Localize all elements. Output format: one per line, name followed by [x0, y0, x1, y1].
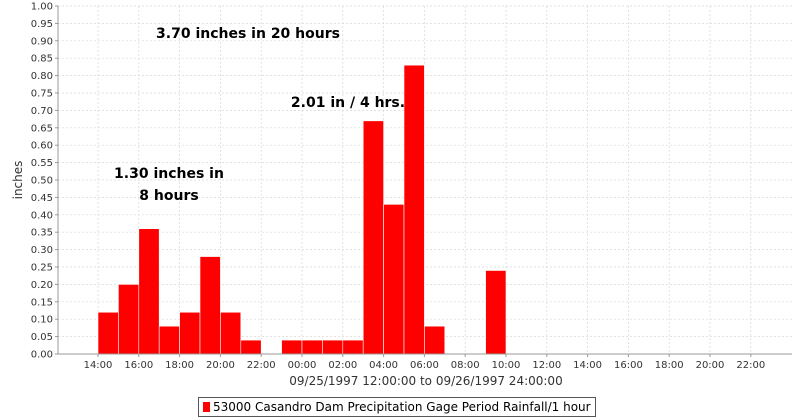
- y-tick-label: 0.55: [31, 158, 53, 169]
- y-tick-label: 0.95: [31, 19, 53, 30]
- x-tick-label: 14:00: [573, 360, 602, 371]
- y-tick-label: 0.75: [31, 89, 53, 100]
- x-ticks: 14:00 16:00 18:00 20:00 22:00 00:00 02:00 04:00…: [84, 354, 765, 371]
- rainfall-bar: [362, 120, 384, 355]
- x-tick-label: 08:00: [451, 360, 480, 371]
- annotation-early-line1: 1.30 inches in: [114, 166, 224, 182]
- y-axis-label: inches: [11, 161, 25, 200]
- rainfall-bar: [403, 64, 425, 355]
- y-tick-label: 0.30: [31, 245, 53, 256]
- rainfall-bar: [383, 204, 405, 355]
- x-tick-label: 20:00: [206, 360, 235, 371]
- rainfall-bar: [301, 339, 323, 355]
- x-tick-label: 16:00: [124, 360, 153, 371]
- rainfall-bar: [322, 339, 344, 355]
- rainfall-bar: [118, 284, 140, 355]
- rainfall-chart: 0.00 0.05 0.10 0.15 0.20 0.25 0.30 0.35 0.40 0.45…: [11, 2, 792, 388]
- x-tick-label: 12:00: [532, 360, 561, 371]
- y-tick-label: 0.25: [31, 263, 53, 274]
- rainfall-bar: [97, 311, 119, 355]
- legend-swatch: [203, 402, 210, 412]
- y-tick-label: 0.20: [31, 280, 53, 291]
- y-tick-label: 0.80: [31, 71, 53, 82]
- rainfall-bar: [342, 339, 364, 355]
- x-tick-label: 14:00: [84, 360, 113, 371]
- y-tick-label: 0.00: [31, 350, 53, 361]
- rainfall-bar: [240, 339, 262, 355]
- x-axis-label: 09/25/1997 12:00:00 to 09/26/1997 24:00:…: [289, 374, 562, 388]
- y-tick-label: 0.45: [31, 193, 53, 204]
- rainfall-bar: [179, 311, 201, 355]
- y-tick-label: 0.90: [31, 36, 53, 47]
- x-tick-label: 20:00: [696, 360, 725, 371]
- legend-label: 53000 Casandro Dam Precipitation Gage Pe…: [213, 400, 591, 414]
- y-tick-label: 0.35: [31, 228, 53, 239]
- rainfall-bar: [199, 256, 221, 355]
- annotation-early-line2: 8 hours: [139, 188, 198, 204]
- y-tick-label: 0.60: [31, 141, 53, 152]
- x-tick-label: 22:00: [247, 360, 276, 371]
- rainfall-bar: [138, 228, 160, 355]
- rainfall-bar: [424, 325, 446, 355]
- y-tick-label: 0.85: [31, 54, 53, 65]
- y-tick-label: 0.50: [31, 176, 53, 187]
- x-tick-label: 04:00: [369, 360, 398, 371]
- x-tick-label: 18:00: [165, 360, 194, 371]
- x-tick-label: 16:00: [614, 360, 643, 371]
- y-tick-label: 0.40: [31, 210, 53, 221]
- y-tick-label: 0.65: [31, 123, 53, 134]
- x-tick-label: 02:00: [328, 360, 357, 371]
- x-tick-label: 18:00: [655, 360, 684, 371]
- annotation-peak: 2.01 in / 4 hrs.: [291, 95, 405, 111]
- x-tick-label: 10:00: [492, 360, 521, 371]
- annotation-total: 3.70 inches in 20 hours: [156, 26, 340, 42]
- y-tick-label: 0.70: [31, 106, 53, 117]
- rainfall-bar: [281, 339, 303, 355]
- y-tick-label: 0.05: [31, 332, 53, 343]
- x-tick-label: 22:00: [736, 360, 765, 371]
- x-tick-label: 06:00: [410, 360, 439, 371]
- rainfall-bar: [220, 311, 242, 355]
- rainfall-bar: [485, 270, 507, 355]
- y-ticks: 0.00 0.05 0.10 0.15 0.20 0.25 0.30 0.35 0.40 0.45…: [31, 2, 58, 361]
- y-tick-label: 0.15: [31, 297, 53, 308]
- legend: 53000 Casandro Dam Precipitation Gage Pe…: [198, 397, 596, 417]
- y-tick-label: 1.00: [31, 2, 53, 13]
- rainfall-bar: [158, 325, 180, 355]
- plot-background: [58, 6, 792, 354]
- x-tick-label: 00:00: [288, 360, 317, 371]
- y-tick-label: 0.10: [31, 315, 53, 326]
